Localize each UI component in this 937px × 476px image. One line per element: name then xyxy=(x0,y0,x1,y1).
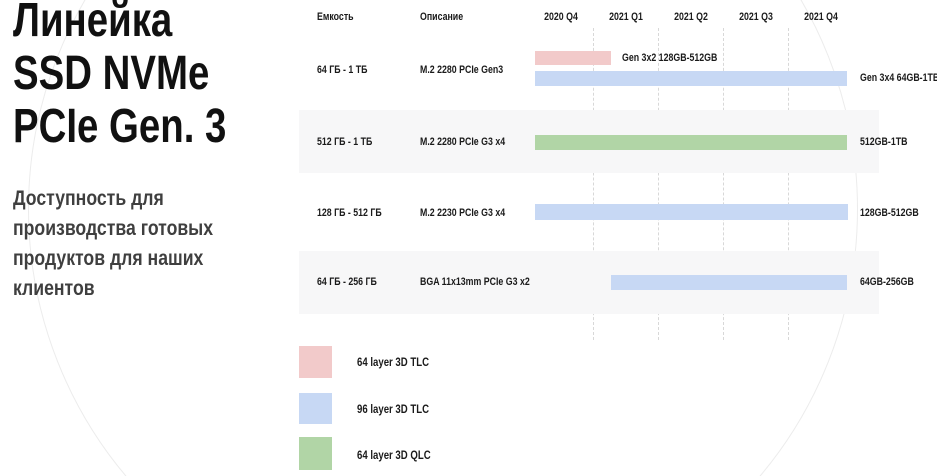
description-cell: M.2 2230 PCIe G3 x4 xyxy=(420,207,506,219)
bar-range-label: 128GB-512GB xyxy=(860,207,919,219)
capacity-column-header: Емкость xyxy=(317,11,354,23)
description-cell: BGA 11x13mm PCIe G3 x2 xyxy=(420,276,530,288)
capacity-cell: 512 ГБ - 1 ТБ xyxy=(317,136,373,148)
quarter-gridline xyxy=(593,28,594,340)
slide-subtitle: Доступность для производства готовых про… xyxy=(13,184,213,304)
description-cell: M.2 2280 PCIe G3 x4 xyxy=(420,136,506,148)
capacity-cell: 64 ГБ - 1 ТБ xyxy=(317,64,368,76)
quarter-gridline xyxy=(658,28,660,340)
slide-title-line: SSD NVMe xyxy=(13,47,210,100)
slide-subtitle-line: продуктов для наших xyxy=(13,247,204,270)
slide-subtitle-line: производства готовых xyxy=(13,217,214,240)
legend-swatch-64l-qlc xyxy=(299,437,332,470)
gantt-bar-gen3x4 xyxy=(535,71,847,86)
bar-range-label: Gen 3x4 64GB-1TB xyxy=(860,72,937,84)
quarter-gridline xyxy=(788,28,790,340)
bar-range-label: 512GB-1TB xyxy=(860,136,908,148)
legend-label: 96 layer 3D TLC xyxy=(357,402,430,416)
quarter-label-2021-q1: 2021 Q1 xyxy=(608,11,643,23)
capacity-cell: 64 ГБ - 256 ГБ xyxy=(317,276,377,288)
description-cell: M.2 2280 PCIe Gen3 xyxy=(420,64,504,76)
gantt-bar-512gb-1tb xyxy=(535,135,847,150)
capacity-cell: 128 ГБ - 512 ГБ xyxy=(317,207,382,219)
gantt-bar-64gb-256gb xyxy=(610,275,847,290)
legend-label: 64 layer 3D TLC xyxy=(357,355,430,369)
legend-swatch-96l-tlc xyxy=(299,393,332,424)
quarter-label-2021-q3: 2021 Q3 xyxy=(738,11,773,23)
slide-title-line: PCIe Gen. 3 xyxy=(13,100,227,153)
quarter-label-2020-q4: 2020 Q4 xyxy=(543,11,578,23)
legend-label: 64 layer 3D QLC xyxy=(357,448,431,462)
slide-subtitle-line: клиентов xyxy=(13,277,95,300)
gantt-bar-gen3x2 xyxy=(535,51,611,65)
description-column-header: Описание xyxy=(420,11,464,23)
gantt-bar-128gb-512gb xyxy=(535,204,848,220)
slide-title: Линейка SSD NVMe PCIe Gen. 3 xyxy=(13,0,226,153)
bar-range-label: 64GB-256GB xyxy=(860,276,914,288)
bar-range-label: Gen 3x2 128GB-512GB xyxy=(622,52,718,64)
quarter-label-2021-q4: 2021 Q4 xyxy=(804,11,838,23)
slide-subtitle-line: Доступность для xyxy=(13,187,164,210)
slide-title-line: Линейка xyxy=(13,0,173,47)
quarter-label-2021-q2: 2021 Q2 xyxy=(673,11,708,23)
legend-swatch-64l-tlc xyxy=(299,346,332,378)
quarter-gridline xyxy=(723,28,725,340)
